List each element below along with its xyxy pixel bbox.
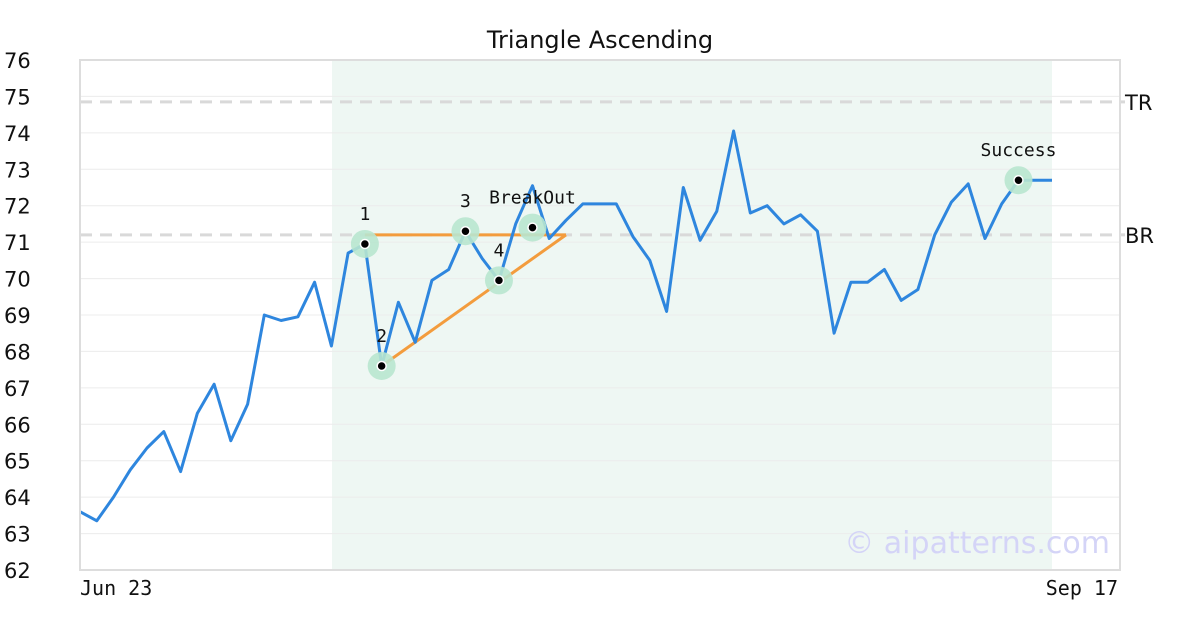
y-tick-label: 76 bbox=[4, 49, 31, 73]
pattern-point bbox=[376, 360, 387, 372]
pattern-point bbox=[493, 275, 505, 286]
y-tick-label: 71 bbox=[4, 231, 31, 255]
pattern-point-label: BreakOut bbox=[489, 188, 576, 209]
y-tick-label: 66 bbox=[4, 413, 31, 437]
plot-frame bbox=[79, 59, 1121, 571]
chart-title: Triangle Ascending bbox=[486, 26, 713, 54]
watermark: © aipatterns.com bbox=[844, 526, 1110, 561]
y-tick-label: 73 bbox=[4, 158, 31, 182]
y-tick-label: 63 bbox=[4, 523, 31, 547]
y-tick-label: 72 bbox=[4, 195, 31, 219]
pattern-point bbox=[460, 225, 471, 237]
y-tick-label: 68 bbox=[4, 340, 31, 364]
y-tick-label: 75 bbox=[4, 85, 31, 109]
pattern-point-label: 3 bbox=[460, 191, 471, 212]
y-tick-label: 69 bbox=[4, 304, 31, 328]
level-label: TR bbox=[1124, 91, 1152, 115]
y-tick-label: 65 bbox=[4, 450, 31, 474]
pattern-point bbox=[359, 238, 371, 250]
x-tick-label: Sep 17 bbox=[1046, 576, 1118, 600]
pattern-point-label: 1 bbox=[359, 204, 370, 225]
y-tick-label: 62 bbox=[4, 559, 31, 583]
y-tick-label: 64 bbox=[4, 486, 31, 510]
y-tick-label: 67 bbox=[4, 377, 31, 401]
price-line bbox=[79, 129, 1052, 523]
trendline bbox=[380, 233, 567, 368]
x-tick-label: Jun 23 bbox=[80, 576, 152, 600]
level-label: BR bbox=[1125, 224, 1154, 248]
y-tick-label: 70 bbox=[4, 268, 31, 292]
pattern-point-label: Success bbox=[981, 140, 1057, 161]
pattern-point-label: 4 bbox=[494, 240, 505, 261]
pattern-point bbox=[527, 222, 538, 233]
pattern-point-label: 2 bbox=[376, 326, 387, 347]
pattern-point bbox=[1013, 174, 1024, 186]
y-tick-label: 74 bbox=[4, 122, 31, 146]
